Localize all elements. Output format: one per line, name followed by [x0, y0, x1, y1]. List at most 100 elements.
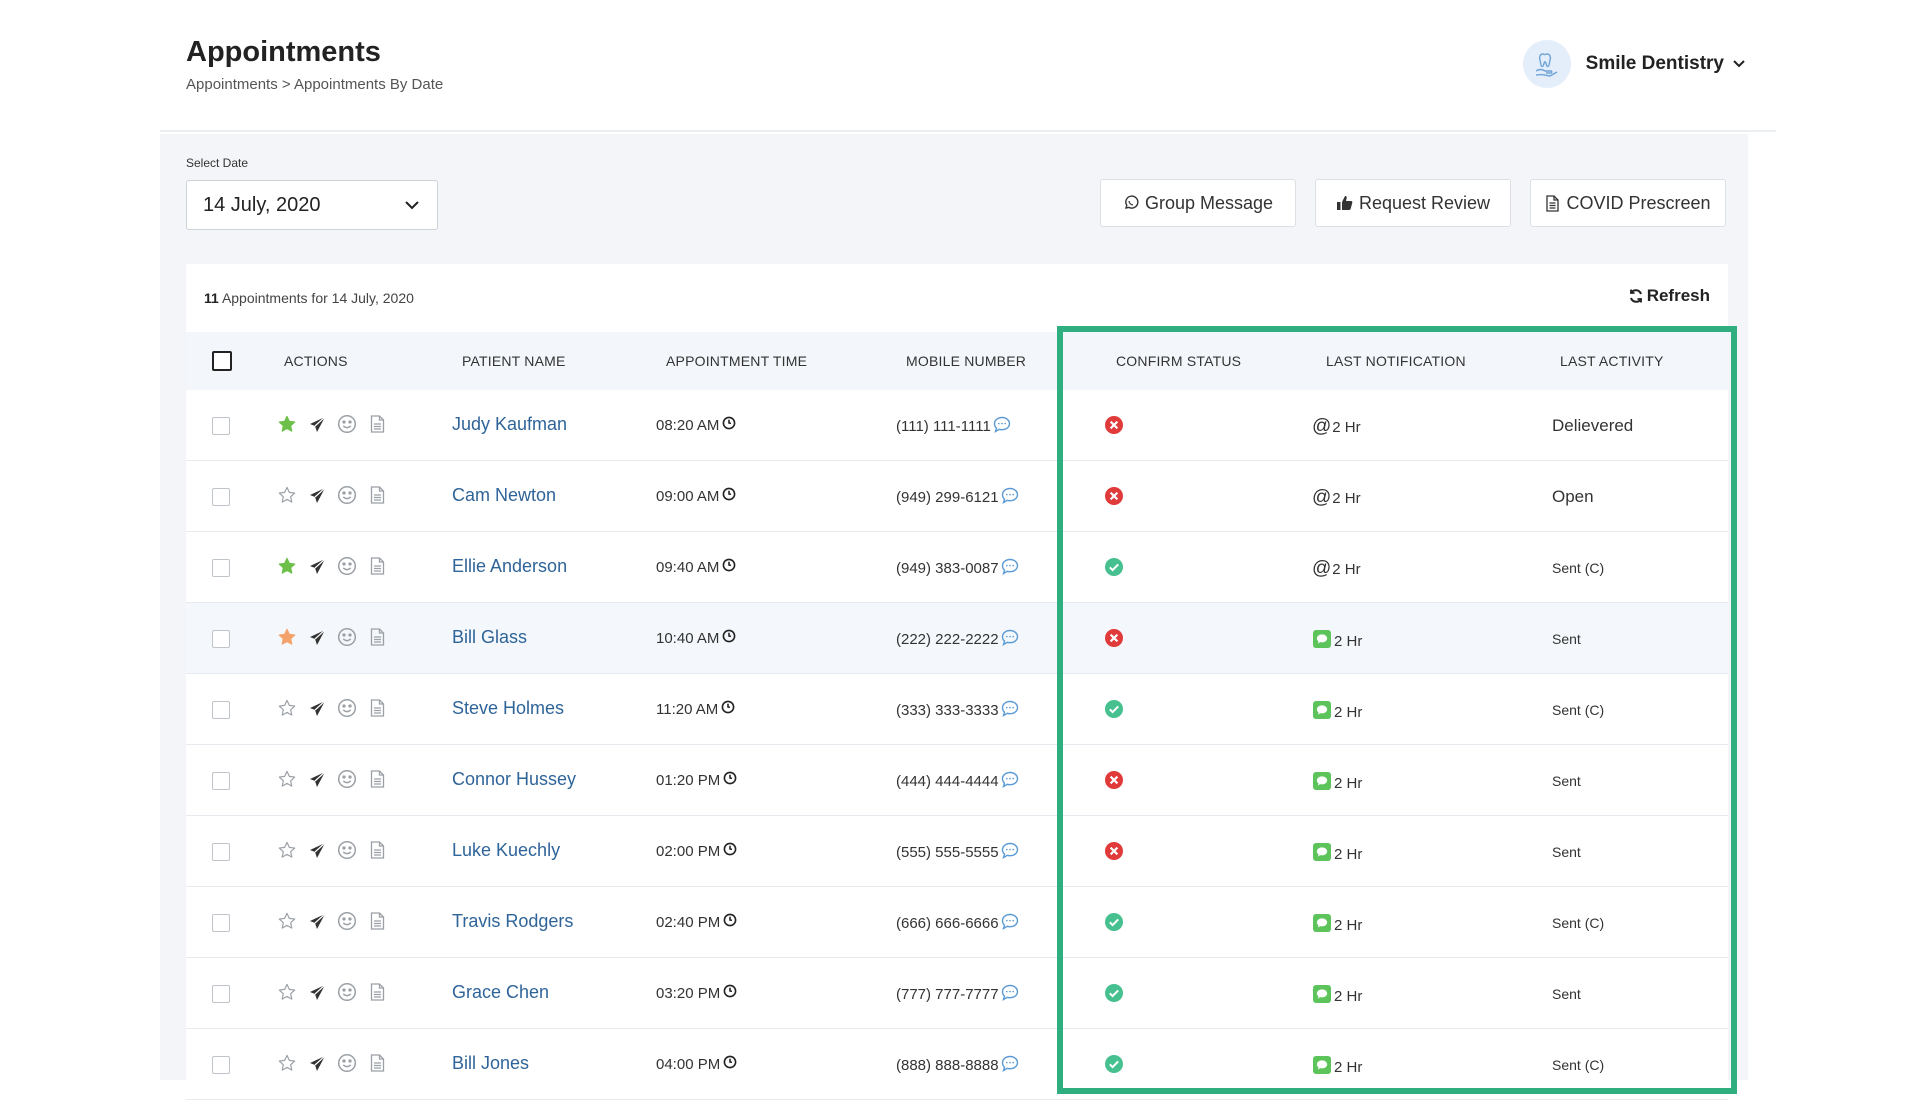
star-icon[interactable]: [272, 770, 302, 788]
smiley-icon[interactable]: [332, 414, 362, 434]
chat-icon[interactable]: [999, 771, 1019, 792]
row-checkbox[interactable]: [212, 843, 230, 861]
smiley-icon[interactable]: [332, 982, 362, 1002]
last-notification: 2 Hr: [1312, 913, 1362, 937]
row-checkbox[interactable]: [212, 559, 230, 577]
practice-menu[interactable]: Smile Dentistry: [1522, 40, 1746, 88]
last-activity: Sent: [1552, 986, 1581, 1002]
star-icon[interactable]: [272, 486, 302, 504]
chat-icon[interactable]: [999, 629, 1019, 650]
sms-icon: [1312, 629, 1334, 653]
sms-icon: [1312, 1055, 1334, 1079]
column-last-activity[interactable]: LAST ACTIVITY: [1560, 353, 1664, 369]
row-checkbox[interactable]: [212, 701, 230, 719]
chat-icon[interactable]: [999, 558, 1019, 579]
column-appointment-time[interactable]: APPOINTMENT TIME: [666, 353, 808, 369]
chat-icon[interactable]: [999, 984, 1019, 1005]
document-icon[interactable]: [362, 912, 392, 930]
send-icon[interactable]: [302, 629, 332, 646]
patient-name-link[interactable]: Bill Jones: [452, 1053, 530, 1073]
chat-icon[interactable]: [999, 842, 1019, 863]
document-icon[interactable]: [362, 557, 392, 575]
document-icon[interactable]: [362, 699, 392, 717]
document-icon[interactable]: [362, 770, 392, 788]
smiley-icon[interactable]: [332, 911, 362, 931]
row-checkbox[interactable]: [212, 488, 230, 506]
smiley-icon[interactable]: [332, 769, 362, 789]
row-checkbox[interactable]: [212, 630, 230, 648]
row-checkbox[interactable]: [212, 417, 230, 435]
last-activity: Open: [1552, 487, 1594, 506]
send-icon[interactable]: [302, 913, 332, 930]
star-icon[interactable]: [272, 557, 302, 575]
row-checkbox[interactable]: [212, 772, 230, 790]
row-checkbox[interactable]: [212, 914, 230, 932]
send-icon[interactable]: [302, 771, 332, 788]
star-icon[interactable]: [272, 628, 302, 646]
patient-name-link[interactable]: Cam Newton: [452, 485, 557, 505]
avatar[interactable]: [1522, 40, 1571, 88]
chat-icon[interactable]: [999, 913, 1019, 934]
document-icon[interactable]: [362, 1054, 392, 1072]
row-checkbox[interactable]: [212, 1056, 230, 1074]
patient-name-link[interactable]: Luke Kuechly: [452, 840, 561, 860]
chevron-down-icon[interactable]: [1732, 57, 1746, 71]
row-actions: [272, 698, 392, 718]
patient-name-link[interactable]: Connor Hussey: [452, 769, 577, 789]
date-select[interactable]: 14 July, 2020: [186, 180, 438, 230]
smiley-icon[interactable]: [332, 627, 362, 647]
patient-name-link[interactable]: Bill Glass: [452, 627, 528, 647]
document-icon[interactable]: [362, 415, 392, 433]
group-message-button[interactable]: Group Message: [1100, 179, 1296, 227]
chat-icon[interactable]: [991, 416, 1011, 437]
clock-icon: [719, 416, 736, 434]
star-icon[interactable]: [272, 983, 302, 1001]
breadcrumb[interactable]: Appointments > Appointments By Date: [186, 76, 444, 93]
smiley-icon[interactable]: [332, 556, 362, 576]
smiley-icon[interactable]: [332, 1053, 362, 1073]
patient-name-link[interactable]: Travis Rodgers: [452, 911, 574, 931]
send-icon[interactable]: [302, 1055, 332, 1072]
smiley-icon[interactable]: [332, 485, 362, 505]
row-checkbox[interactable]: [212, 985, 230, 1003]
star-icon[interactable]: [272, 415, 302, 433]
patient-name-link[interactable]: Judy Kaufman: [452, 414, 568, 434]
star-icon[interactable]: [272, 912, 302, 930]
column-patient-name[interactable]: PATIENT NAME: [462, 353, 566, 369]
star-icon[interactable]: [272, 1054, 302, 1072]
document-icon[interactable]: [362, 486, 392, 504]
send-icon[interactable]: [302, 416, 332, 433]
send-icon[interactable]: [302, 842, 332, 859]
mobile-number: (949) 383-0087: [896, 558, 1019, 579]
chat-icon[interactable]: [999, 487, 1019, 508]
send-icon[interactable]: [302, 558, 332, 575]
table-row: Connor Hussey 01:20 PM (444) 444-4444 2 …: [186, 745, 1728, 816]
column-confirm-status[interactable]: CONFIRM STATUS: [1116, 353, 1242, 369]
covid-prescreen-button[interactable]: COVID Prescreen: [1530, 179, 1726, 227]
send-icon[interactable]: [302, 700, 332, 717]
mobile-number-text: (444) 444-4444: [896, 773, 999, 790]
refresh-label: Refresh: [1646, 286, 1710, 305]
request-review-button[interactable]: Request Review: [1315, 179, 1511, 227]
patient-name-link[interactable]: Ellie Anderson: [452, 556, 568, 576]
last-notification: @2 Hr: [1312, 558, 1361, 580]
patient-name-link[interactable]: Steve Holmes: [452, 698, 565, 718]
refresh-button[interactable]: Refresh: [1628, 286, 1710, 306]
smiley-icon[interactable]: [332, 698, 362, 718]
select-all-checkbox[interactable]: [212, 351, 232, 371]
chat-icon[interactable]: [999, 700, 1019, 721]
practice-name[interactable]: Smile Dentistry: [1585, 53, 1724, 74]
patient-name-link[interactable]: Grace Chen: [452, 982, 550, 1002]
document-icon[interactable]: [362, 841, 392, 859]
send-icon[interactable]: [302, 984, 332, 1001]
document-icon[interactable]: [362, 628, 392, 646]
star-icon[interactable]: [272, 841, 302, 859]
smiley-icon[interactable]: [332, 840, 362, 860]
clock-icon: [720, 771, 737, 789]
star-icon[interactable]: [272, 699, 302, 717]
column-last-notification[interactable]: LAST NOTIFICATION: [1326, 353, 1466, 369]
column-mobile-number[interactable]: MOBILE NUMBER: [906, 353, 1027, 369]
send-icon[interactable]: [302, 487, 332, 504]
chat-icon[interactable]: [999, 1055, 1019, 1076]
document-icon[interactable]: [362, 983, 392, 1001]
